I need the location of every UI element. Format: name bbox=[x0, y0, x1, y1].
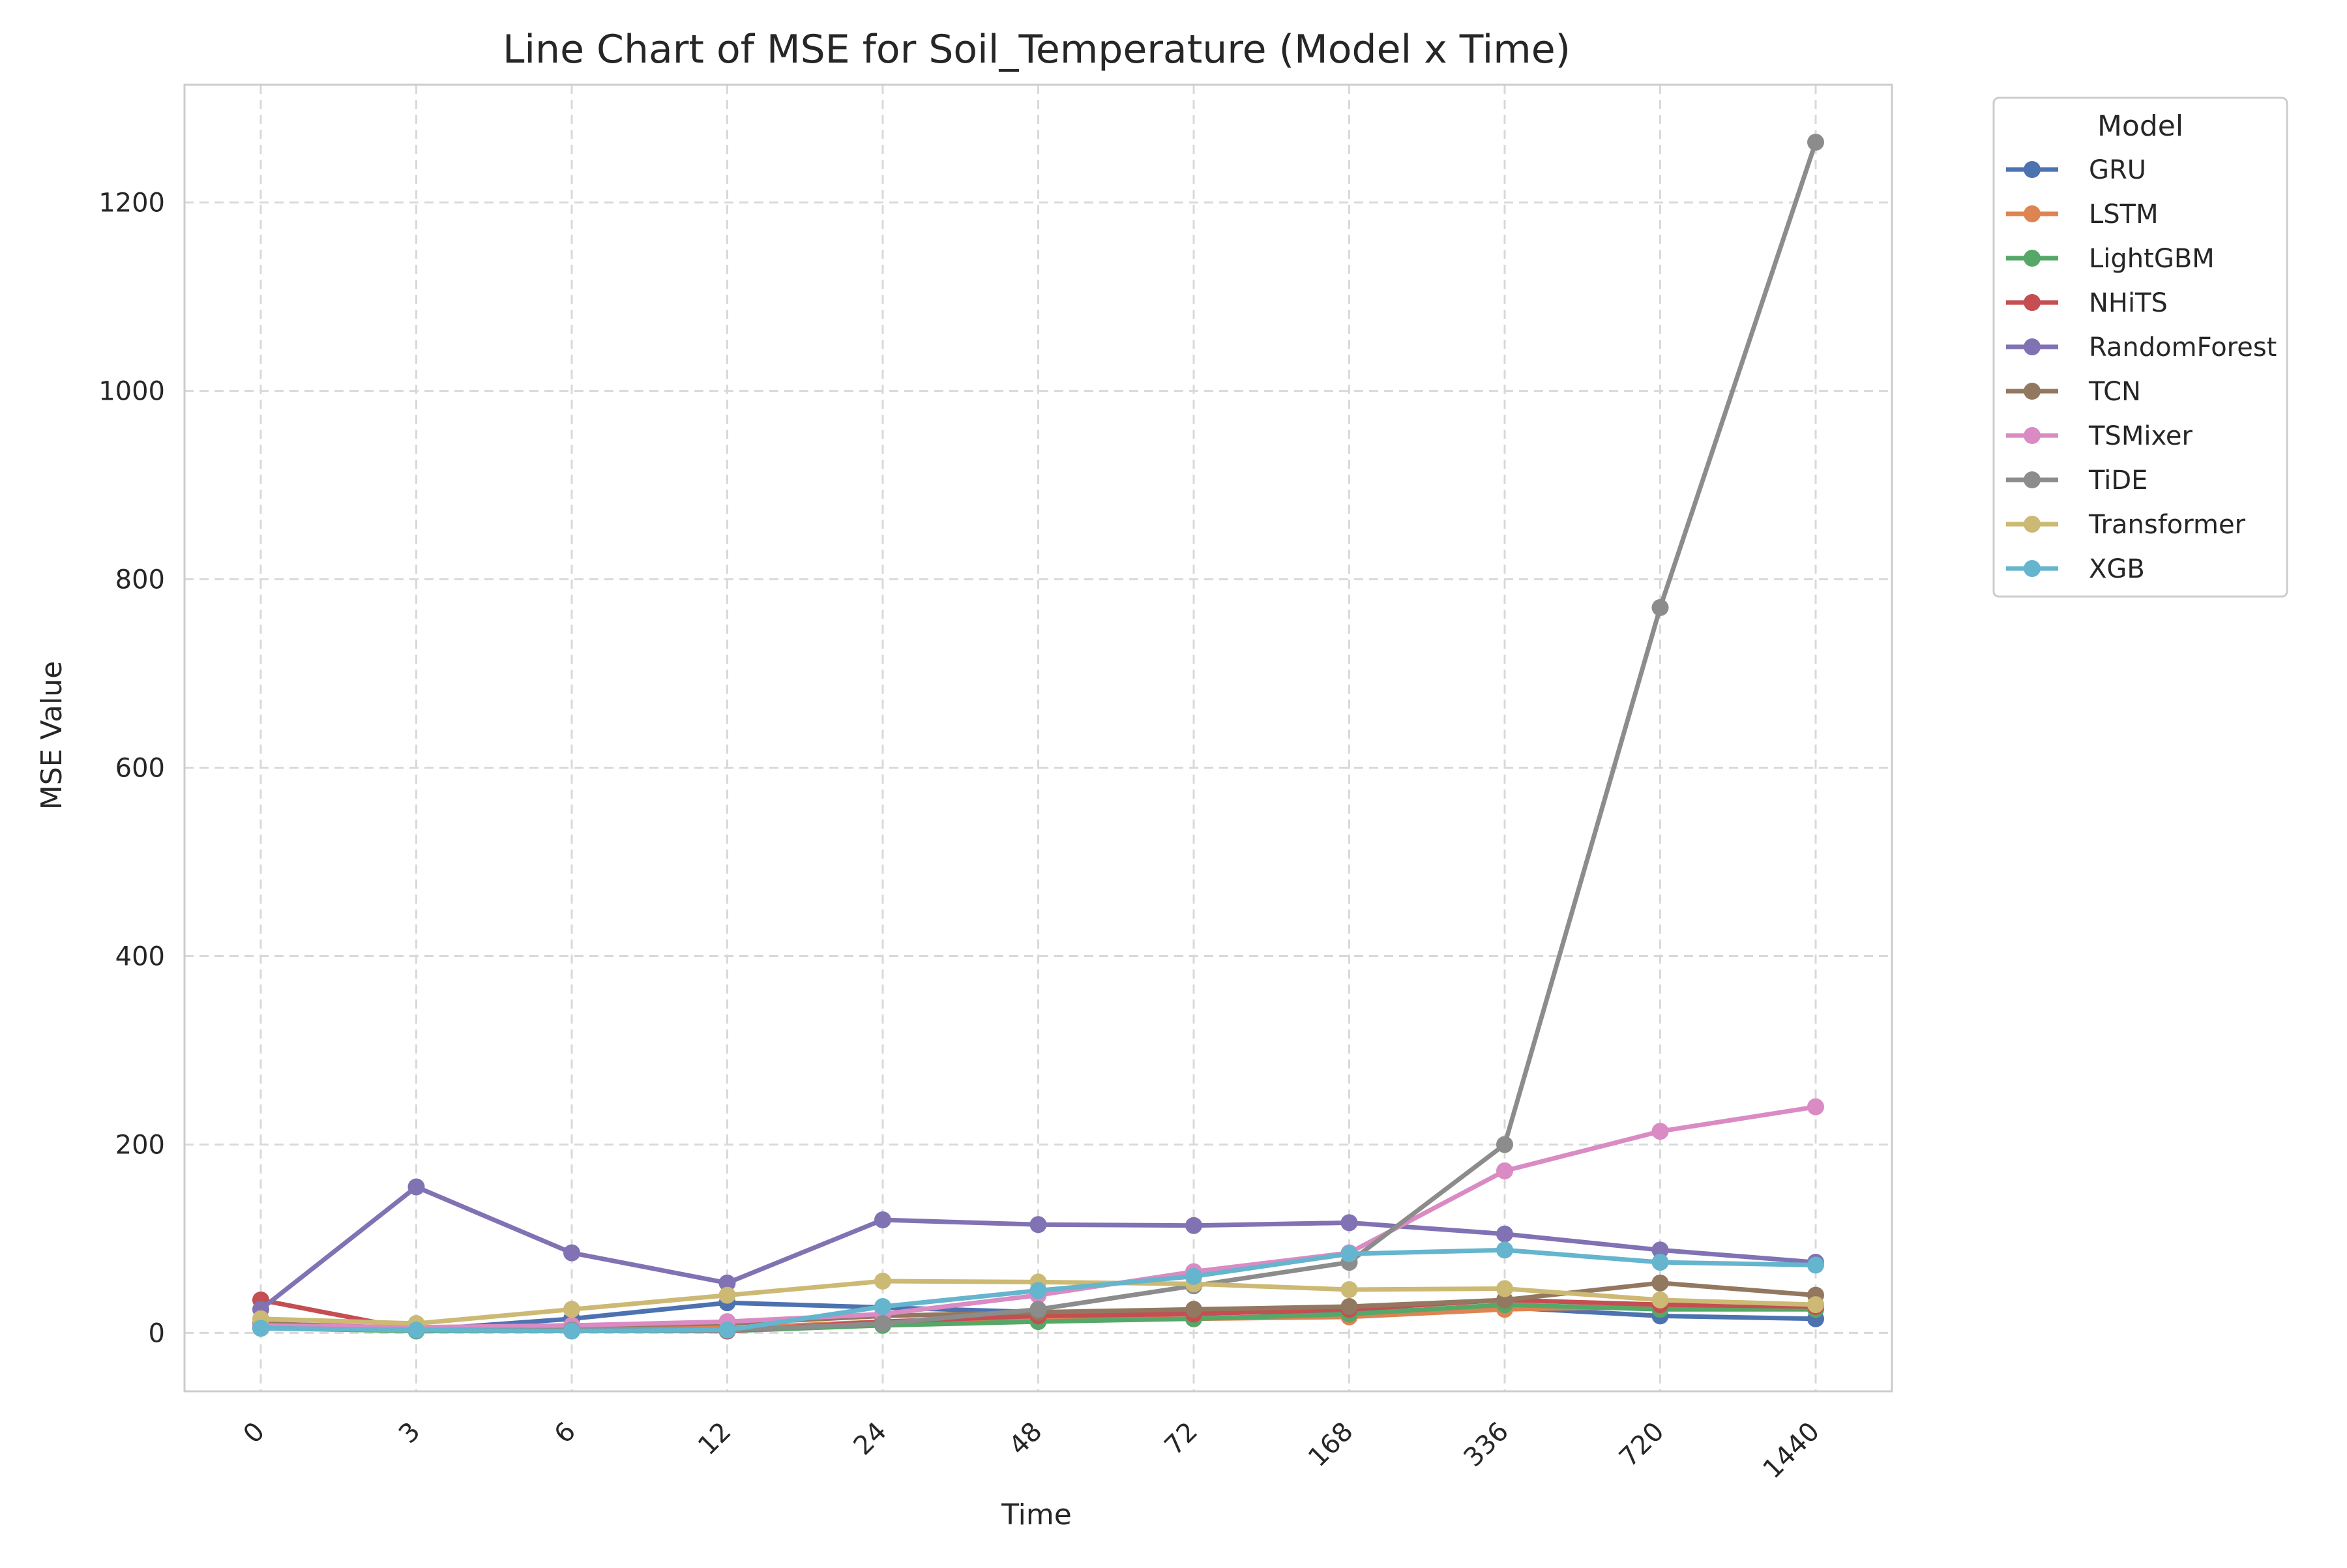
legend-marker bbox=[2024, 516, 2041, 533]
data-point bbox=[1651, 1274, 1669, 1292]
data-point bbox=[874, 1297, 891, 1315]
data-point bbox=[1651, 599, 1669, 616]
legend-marker bbox=[2024, 383, 2041, 400]
data-point bbox=[1185, 1217, 1202, 1234]
y-tick-label: 400 bbox=[115, 941, 165, 971]
legend-label: RandomForest bbox=[2089, 333, 2277, 362]
x-axis-label: Time bbox=[1001, 1498, 1072, 1531]
data-point bbox=[1185, 1301, 1202, 1318]
legend-marker bbox=[2024, 294, 2041, 311]
data-point bbox=[1807, 1296, 1824, 1314]
data-point bbox=[407, 1322, 425, 1339]
data-point bbox=[874, 1272, 891, 1290]
plot-area-frame bbox=[183, 83, 1893, 1393]
legend-items: GRU LSTM LightGBM NHiTS RandomForest TCN TSMix… bbox=[2006, 155, 2277, 584]
data-point bbox=[407, 1178, 425, 1196]
y-tick-label: 800 bbox=[115, 565, 165, 595]
data-point bbox=[1807, 134, 1824, 151]
legend-item: LSTM bbox=[2006, 200, 2159, 229]
y-tick-label: 600 bbox=[115, 754, 165, 784]
data-point bbox=[1651, 1291, 1669, 1309]
legend-item: RandomForest bbox=[2006, 333, 2277, 362]
legend-item: XGB bbox=[2006, 554, 2145, 584]
data-point bbox=[1496, 1225, 1513, 1243]
data-point bbox=[718, 1286, 736, 1304]
y-tick-label: 1000 bbox=[98, 377, 165, 407]
legend-marker bbox=[2024, 560, 2041, 577]
legend-item: Transformer bbox=[2006, 510, 2246, 540]
data-point bbox=[563, 1301, 580, 1318]
y-tick-label: 200 bbox=[115, 1130, 165, 1160]
legend-marker bbox=[2024, 205, 2041, 222]
legend-item: TiDE bbox=[2006, 466, 2148, 496]
y-tick-label: 1200 bbox=[98, 188, 165, 218]
legend-marker bbox=[2024, 161, 2041, 178]
legend-label: TSMixer bbox=[2088, 421, 2193, 451]
data-point bbox=[1496, 1136, 1513, 1153]
legend-item: TSMixer bbox=[2006, 421, 2193, 451]
y-axis-label: MSE Value bbox=[35, 661, 68, 810]
data-point bbox=[1496, 1280, 1513, 1297]
legend-label: Transformer bbox=[2088, 510, 2246, 540]
series-xgb bbox=[252, 1241, 1824, 1340]
data-point bbox=[252, 1320, 269, 1337]
legend-item: TCN bbox=[2006, 377, 2141, 407]
data-point bbox=[874, 1314, 891, 1332]
legend-item: LightGBM bbox=[2006, 244, 2215, 274]
series-layer bbox=[252, 134, 1824, 1340]
legend-title: Model bbox=[2097, 110, 2183, 143]
grid-lines bbox=[185, 85, 1892, 1391]
legend-marker bbox=[2024, 471, 2041, 488]
data-point bbox=[718, 1274, 736, 1292]
data-point bbox=[1651, 1241, 1669, 1259]
data-point bbox=[1029, 1301, 1047, 1318]
legend-marker bbox=[2024, 250, 2041, 267]
data-point bbox=[718, 1322, 736, 1339]
legend-label: NHiTS bbox=[2089, 288, 2168, 318]
data-point bbox=[1185, 1267, 1202, 1285]
legend-label: LSTM bbox=[2089, 200, 2159, 229]
legend: Model GRU LSTM LightGBM NHiTS RandomForest TC… bbox=[1992, 96, 2288, 598]
data-point bbox=[1496, 1241, 1513, 1259]
legend-label: GRU bbox=[2089, 155, 2146, 185]
data-point bbox=[1651, 1254, 1669, 1271]
data-point bbox=[1807, 1098, 1824, 1116]
legend-label: XGB bbox=[2089, 554, 2145, 584]
data-point bbox=[1807, 1256, 1824, 1274]
data-point bbox=[1340, 1297, 1358, 1315]
y-tick-label: 0 bbox=[149, 1318, 165, 1348]
legend-box bbox=[1992, 96, 2288, 598]
legend-item: NHiTS bbox=[2006, 288, 2168, 318]
data-point bbox=[1340, 1280, 1358, 1298]
legend-marker bbox=[2024, 427, 2041, 444]
legend-label: LightGBM bbox=[2089, 244, 2215, 274]
legend-marker bbox=[2024, 338, 2041, 355]
data-point bbox=[1651, 1123, 1669, 1140]
data-point bbox=[1496, 1162, 1513, 1179]
data-point bbox=[1340, 1245, 1358, 1263]
legend-label: TCN bbox=[2088, 377, 2141, 407]
data-point bbox=[563, 1244, 580, 1262]
data-point bbox=[874, 1211, 891, 1229]
chart-title: Line Chart of MSE for Soil_Temperature (… bbox=[503, 27, 1571, 72]
data-point bbox=[1340, 1214, 1358, 1232]
data-point bbox=[1029, 1216, 1047, 1234]
legend-item: GRU bbox=[2006, 155, 2146, 185]
legend-label: TiDE bbox=[2088, 466, 2148, 496]
data-point bbox=[1029, 1282, 1047, 1299]
series-transformer bbox=[252, 1272, 1824, 1332]
data-point bbox=[563, 1322, 580, 1340]
